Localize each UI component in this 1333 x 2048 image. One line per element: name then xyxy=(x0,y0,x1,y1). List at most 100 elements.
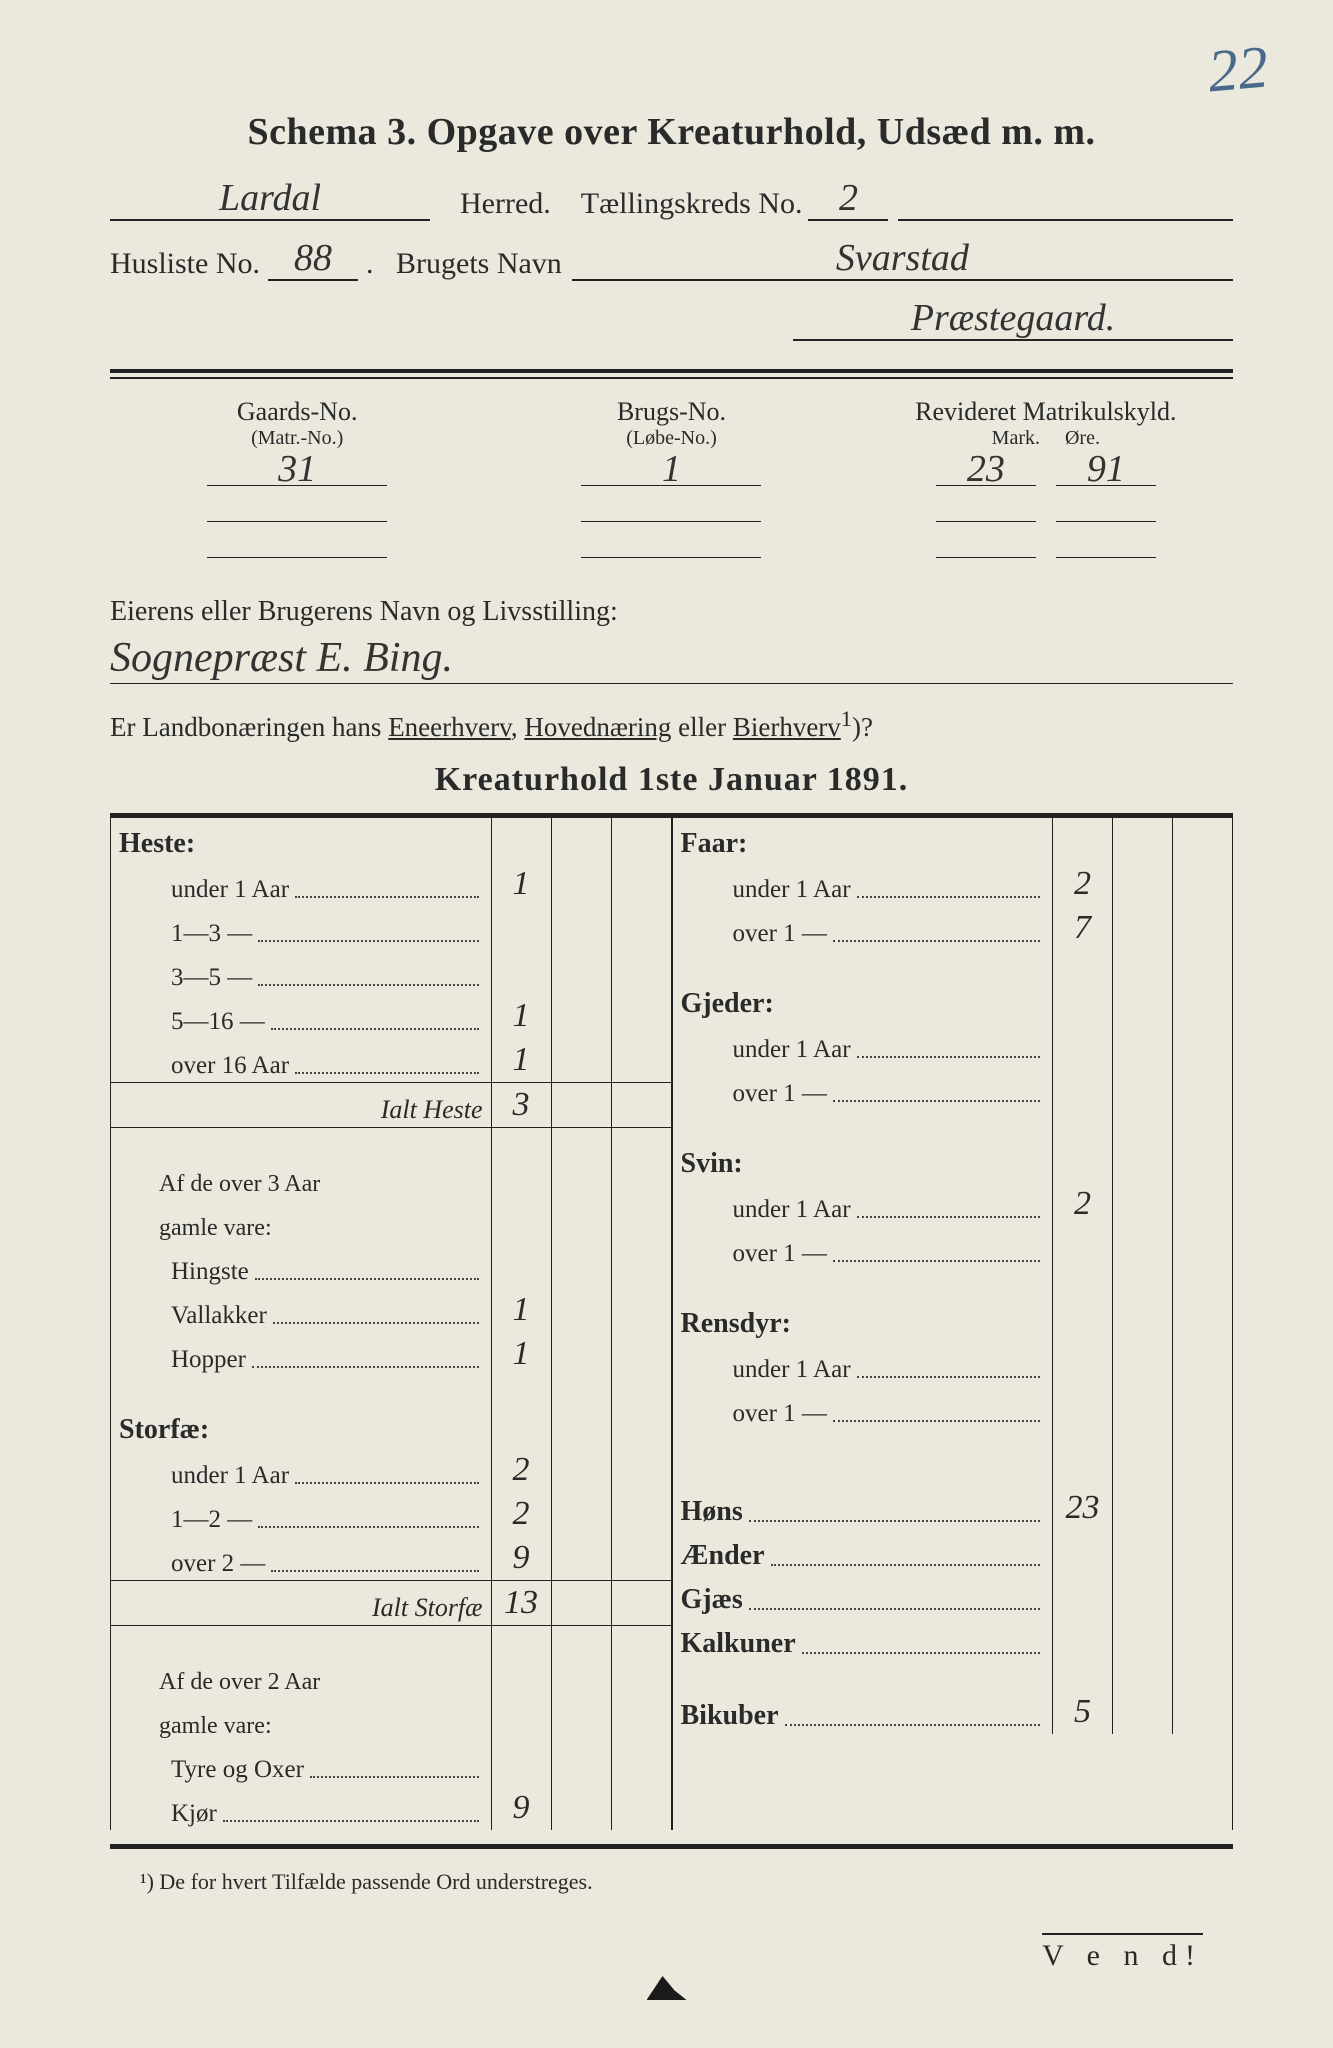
row-values: 2 xyxy=(491,1448,671,1492)
value-cell xyxy=(611,1786,671,1830)
row-values xyxy=(1052,1574,1232,1618)
ledger-row: over 1 — xyxy=(673,1066,1233,1110)
gaard-label: Gaards-No. xyxy=(110,397,484,427)
matrikel-row-3 xyxy=(110,522,1233,558)
row-label: under 1 Aar xyxy=(673,1022,1053,1066)
ledger-row: under 1 Aar2 xyxy=(673,862,1233,906)
row-values: 7 xyxy=(1052,906,1232,950)
bottom-rule xyxy=(110,1844,1233,1849)
q-opt2: Hovednæring xyxy=(524,712,671,742)
owner-value-line: Sognepræst E. Bing. xyxy=(110,636,1233,684)
value-cell xyxy=(1052,1022,1112,1066)
row-values xyxy=(1052,978,1232,1022)
value-cell xyxy=(551,1083,611,1127)
value-cell xyxy=(491,1698,551,1742)
value-cell xyxy=(1112,1386,1172,1430)
row-label: Vallakker xyxy=(111,1288,491,1332)
value-cell: 3 xyxy=(491,1083,551,1127)
value-cell xyxy=(1172,978,1232,1022)
value-cell xyxy=(491,818,551,862)
row-values xyxy=(491,1200,671,1244)
value-cell xyxy=(491,1654,551,1698)
ledger-row: 1—2 —2 xyxy=(111,1492,671,1536)
ledger-row xyxy=(111,1376,671,1404)
row-values: 9 xyxy=(491,1536,671,1580)
herred-label: Herred. xyxy=(460,187,551,221)
ledger-row: gamle vare: xyxy=(111,1698,671,1742)
husliste-value: 88 xyxy=(294,239,332,277)
ledger-row: Ænder xyxy=(673,1530,1233,1574)
ledger-row: Faar: xyxy=(673,818,1233,862)
ledger-row: Høns23 xyxy=(673,1486,1233,1530)
value-cell xyxy=(1112,1138,1172,1182)
value-cell: 1 xyxy=(491,1288,551,1332)
page-tear xyxy=(647,1976,687,2000)
row-values: 13 xyxy=(491,1581,671,1625)
value-cell xyxy=(551,1448,611,1492)
value-cell xyxy=(1172,1530,1232,1574)
value-cell xyxy=(611,1654,671,1698)
ledger-row: Kjør9 xyxy=(111,1786,671,1830)
gaard-value: 31 xyxy=(207,450,387,486)
row-values xyxy=(1052,1298,1232,1342)
row-label: Kjør xyxy=(111,1786,491,1830)
row-values: 3 xyxy=(491,1083,671,1127)
row-values: 1 xyxy=(491,1332,671,1376)
value-cell xyxy=(1172,1066,1232,1110)
value-cell: 9 xyxy=(491,1536,551,1580)
value-cell xyxy=(611,1083,671,1127)
row-label: Ialt Storfæ xyxy=(111,1581,491,1625)
value-cell xyxy=(1052,1530,1112,1574)
value-cell xyxy=(1172,1022,1232,1066)
ore-label: Øre. xyxy=(1065,427,1100,449)
value-cell xyxy=(551,1786,611,1830)
q-post: )? xyxy=(852,712,873,742)
value-cell xyxy=(551,1200,611,1244)
value-cell xyxy=(1172,1618,1232,1662)
value-cell xyxy=(1052,978,1112,1022)
row-values xyxy=(491,1244,671,1288)
value-cell xyxy=(611,1332,671,1376)
row-label: Hopper xyxy=(111,1332,491,1376)
q-opt3: Bierhverv xyxy=(733,712,841,742)
row-values: 23 xyxy=(1052,1486,1232,1530)
row-label: under 1 Aar xyxy=(673,1182,1053,1226)
value-cell xyxy=(611,1536,671,1580)
value-cell xyxy=(1052,818,1112,862)
value-cell xyxy=(611,1581,671,1625)
row-label: under 1 Aar xyxy=(673,1342,1053,1386)
ledger-row: gamle vare: xyxy=(111,1200,671,1244)
row-values xyxy=(1052,1618,1232,1662)
mid-title: Kreaturhold 1ste Januar 1891. xyxy=(110,761,1233,799)
row-label: Tyre og Oxer xyxy=(111,1742,491,1786)
row-label: Svin: xyxy=(673,1138,1053,1182)
value-cell xyxy=(1052,1342,1112,1386)
q-opt1: Eneerhverv xyxy=(388,712,511,742)
row-values xyxy=(491,1404,671,1448)
value-cell: 1 xyxy=(491,1038,551,1082)
row-label: under 1 Aar xyxy=(111,862,491,906)
row-label: 1—3 — xyxy=(111,906,491,950)
row-label: Rensdyr: xyxy=(673,1298,1053,1342)
row-values xyxy=(1052,1530,1232,1574)
row-label: gamle vare: xyxy=(111,1200,491,1244)
ledger-row: over 1 —7 xyxy=(673,906,1233,950)
value-cell: 1 xyxy=(491,994,551,1038)
row-values: 2 xyxy=(1052,1182,1232,1226)
value-cell xyxy=(551,1742,611,1786)
ore-value: 91 xyxy=(1056,450,1156,486)
value-cell xyxy=(1052,1226,1112,1270)
gaard-sublabel: (Matr.-No.) xyxy=(110,427,484,450)
ledger-row: Storfæ: xyxy=(111,1404,671,1448)
rev-label: Revideret Matrikulskyld. xyxy=(859,397,1233,427)
value-cell xyxy=(611,818,671,862)
ledger-row: over 16 Aar1 xyxy=(111,1038,671,1082)
value-cell xyxy=(1112,1342,1172,1386)
row-values xyxy=(491,1654,671,1698)
value-cell xyxy=(1172,1574,1232,1618)
matrikel-header: Gaards-No. (Matr.-No.) Brugs-No. (Løbe-N… xyxy=(110,397,1233,450)
value-cell: 1 xyxy=(491,1332,551,1376)
row-label: Ænder xyxy=(673,1530,1053,1574)
row-label: Høns xyxy=(673,1486,1053,1530)
value-cell xyxy=(1172,1298,1232,1342)
